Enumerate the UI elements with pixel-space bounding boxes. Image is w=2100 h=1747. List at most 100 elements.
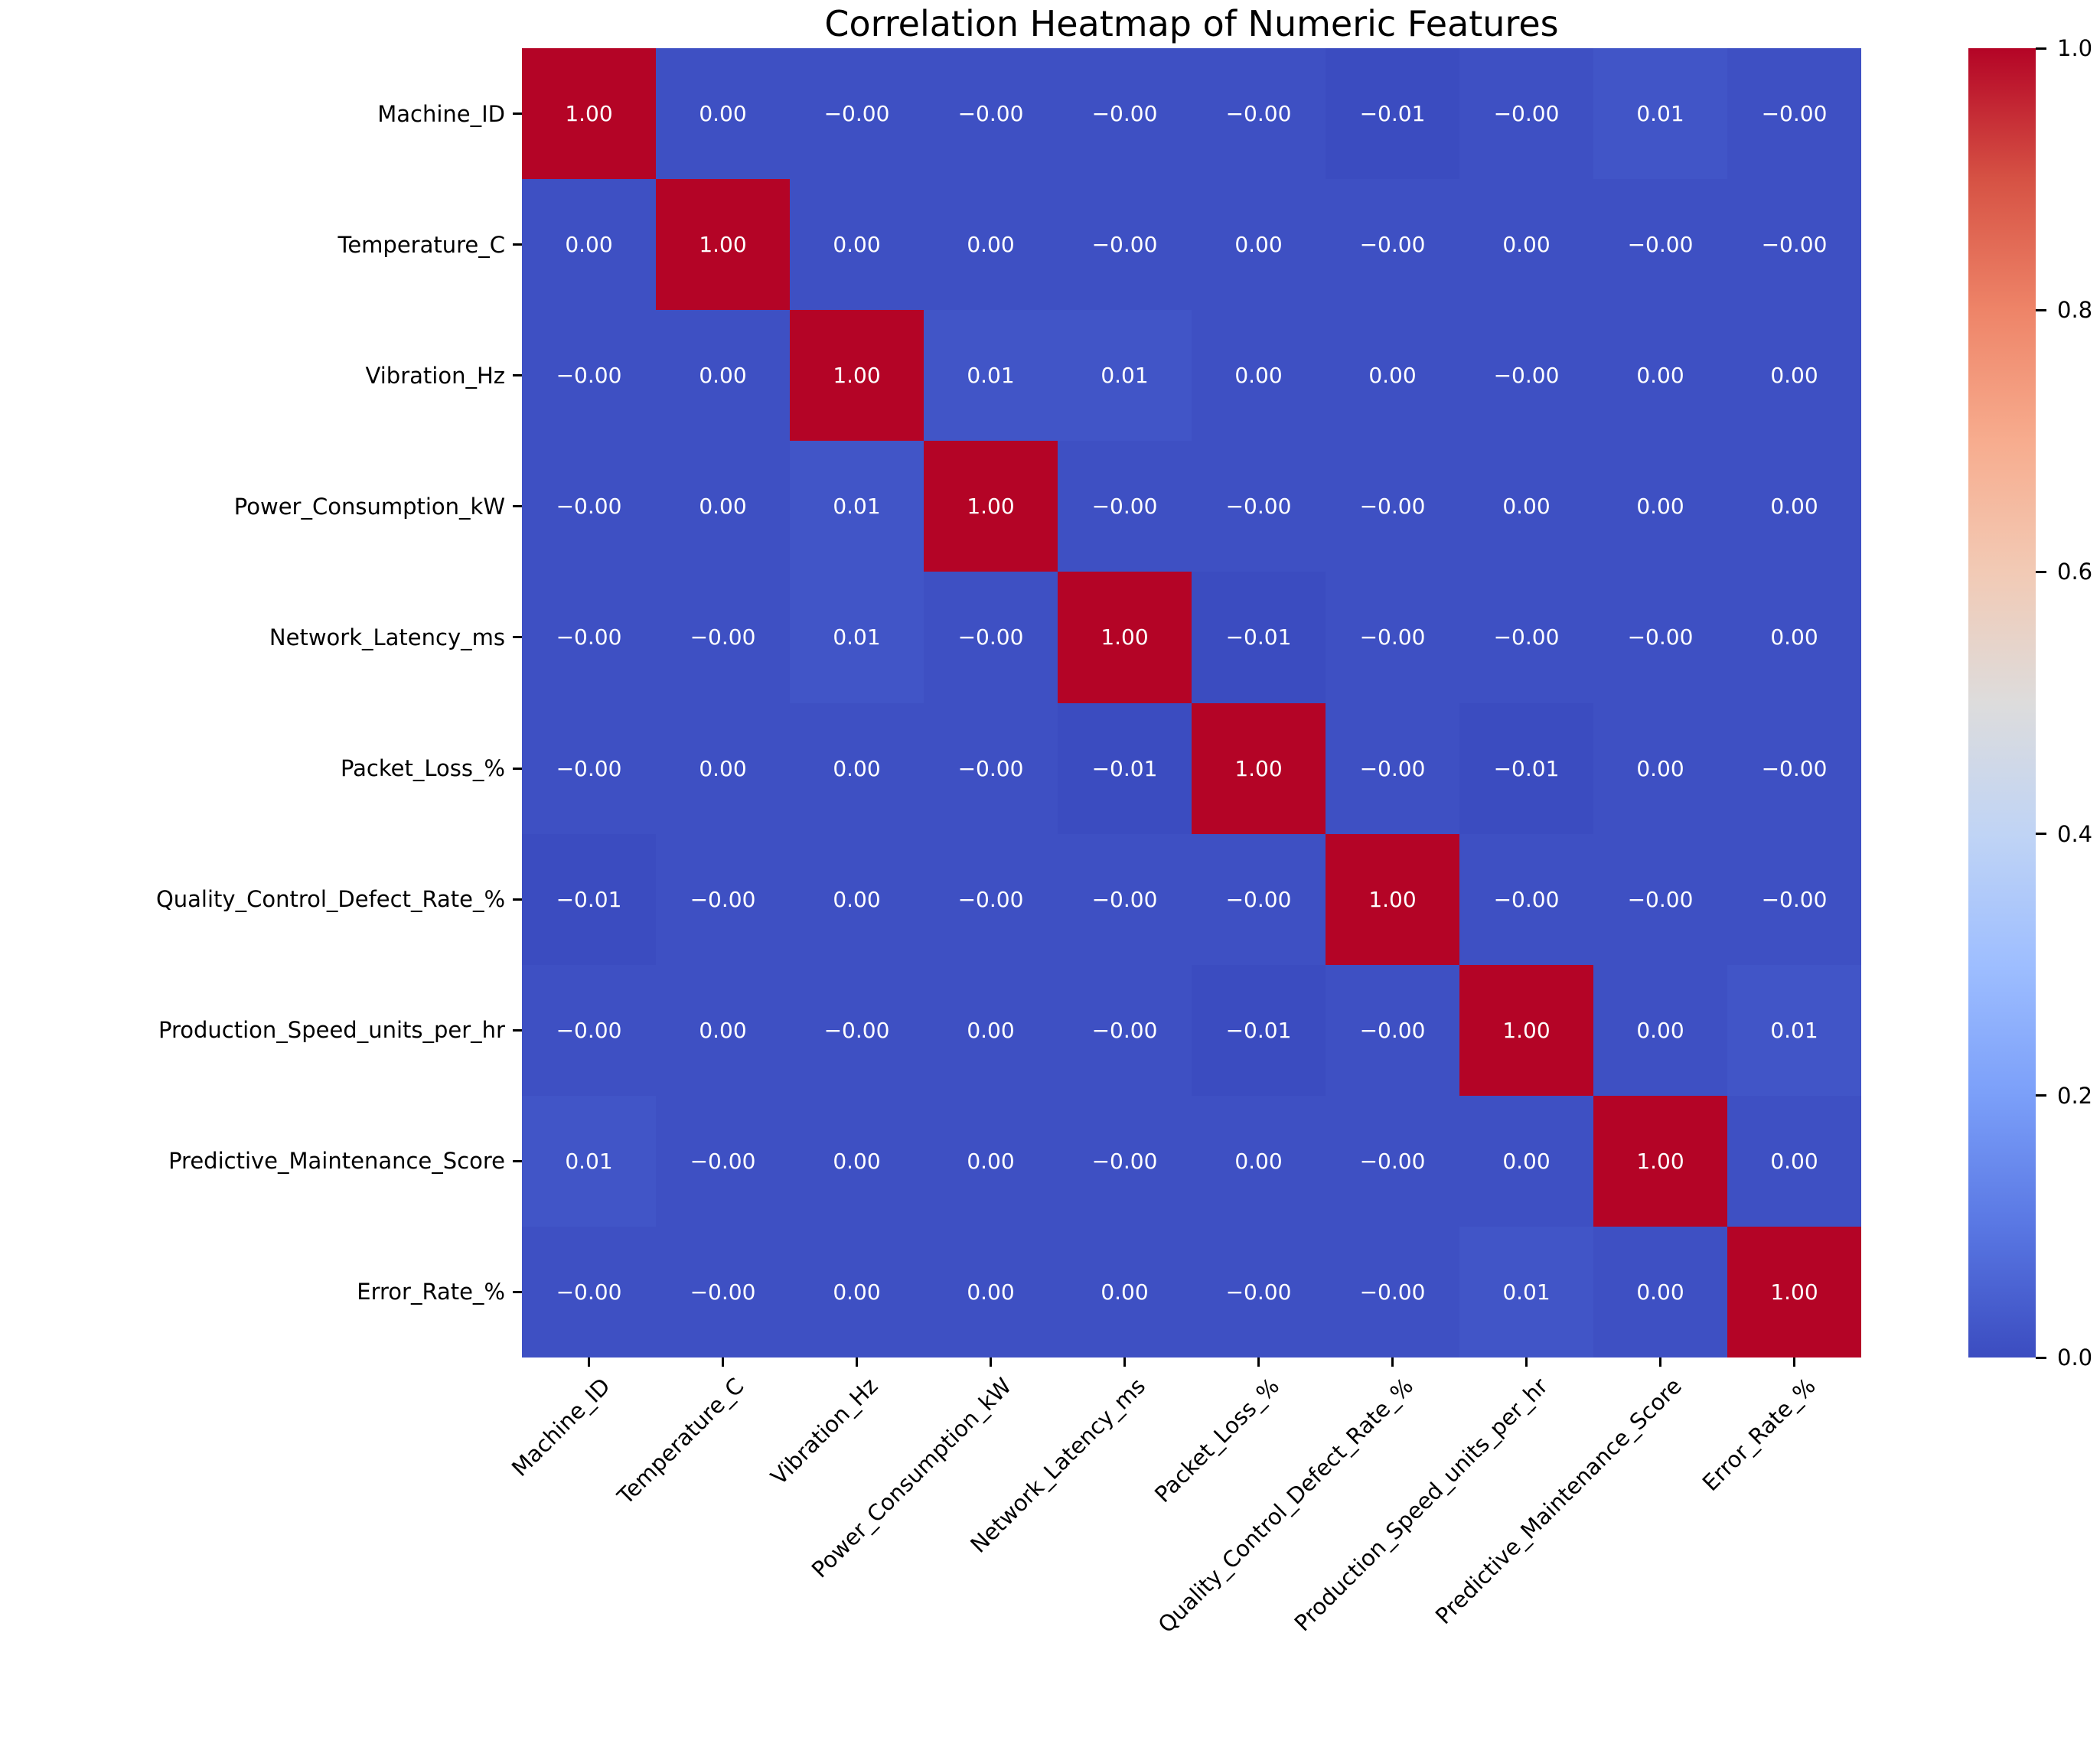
heatmap-cell: −0.00 bbox=[1727, 48, 1861, 180]
colorbar-tick-label: 0.4 bbox=[2057, 820, 2093, 847]
y-tick-mark bbox=[513, 374, 522, 377]
y-tick-mark bbox=[513, 505, 522, 508]
heatmap-cell: 0.00 bbox=[522, 179, 656, 311]
y-tick-label: Vibration_Hz bbox=[365, 362, 505, 389]
heatmap-cell: −0.00 bbox=[1326, 572, 1459, 703]
heatmap-cell: 0.00 bbox=[790, 1095, 924, 1227]
x-tick-mark bbox=[856, 1358, 858, 1367]
heatmap-cell: 1.00 bbox=[1192, 702, 1326, 834]
x-tick-mark bbox=[1793, 1358, 1795, 1367]
heatmap-cell: 1.00 bbox=[1326, 833, 1459, 965]
heatmap-cell: −0.00 bbox=[1459, 48, 1593, 180]
colorbar-tick-label: 0.8 bbox=[2057, 297, 2093, 324]
heatmap-cell: −0.00 bbox=[1326, 1226, 1459, 1358]
heatmap-cell: 0.00 bbox=[1192, 1095, 1326, 1227]
heatmap-cell: −0.00 bbox=[1058, 964, 1192, 1096]
heatmap-cell: −0.00 bbox=[1593, 572, 1727, 703]
y-tick-label: Error_Rate_% bbox=[357, 1279, 505, 1305]
heatmap-cell: 1.00 bbox=[924, 441, 1058, 572]
heatmap-cell: −0.00 bbox=[1326, 702, 1459, 834]
heatmap-cell: 0.00 bbox=[924, 964, 1058, 1096]
y-tick-mark bbox=[513, 1290, 522, 1293]
y-tick-mark bbox=[513, 767, 522, 770]
heatmap-cell: −0.00 bbox=[1727, 179, 1861, 311]
heatmap-cell: 0.00 bbox=[1058, 1226, 1192, 1358]
x-tick-label: Error_Rate_% bbox=[1697, 1373, 1821, 1497]
heatmap-cell: 0.00 bbox=[1192, 310, 1326, 442]
heatmap-cell: 0.00 bbox=[1192, 179, 1326, 311]
y-tick-mark bbox=[513, 1159, 522, 1162]
heatmap-cell: −0.00 bbox=[924, 48, 1058, 180]
heatmap-cell: 0.01 bbox=[1593, 48, 1727, 180]
heatmap-cell: −0.01 bbox=[1326, 48, 1459, 180]
heatmap-cell: −0.00 bbox=[522, 572, 656, 703]
heatmap-cell: −0.00 bbox=[1727, 833, 1861, 965]
heatmap-cell: −0.00 bbox=[1326, 441, 1459, 572]
y-tick-label: Power_Consumption_kW bbox=[233, 493, 505, 520]
colorbar-tick-label: 0.0 bbox=[2057, 1344, 2093, 1371]
x-tick-mark bbox=[990, 1358, 992, 1367]
heatmap-cell: −0.00 bbox=[1192, 833, 1326, 965]
heatmap-cell: 0.00 bbox=[1727, 1095, 1861, 1227]
heatmap-cell: 0.00 bbox=[1593, 310, 1727, 442]
heatmap-cell: 0.00 bbox=[924, 1095, 1058, 1227]
heatmap-cell: −0.00 bbox=[522, 1226, 656, 1358]
heatmap-cell: 0.00 bbox=[1593, 441, 1727, 572]
heatmap-cell: −0.00 bbox=[1459, 310, 1593, 442]
heatmap-cell: 0.01 bbox=[924, 310, 1058, 442]
heatmap-cell: −0.00 bbox=[1192, 48, 1326, 180]
heatmap-cell: −0.00 bbox=[924, 702, 1058, 834]
heatmap-cell: 0.00 bbox=[1326, 310, 1459, 442]
colorbar-tick-mark bbox=[2036, 47, 2046, 50]
heatmap-cell: 0.00 bbox=[790, 1226, 924, 1358]
heatmap-cell: 0.01 bbox=[790, 441, 924, 572]
colorbar-tick-mark bbox=[2036, 1094, 2046, 1097]
heatmap-cell: −0.00 bbox=[1727, 702, 1861, 834]
heatmap-cell: −0.00 bbox=[924, 572, 1058, 703]
heatmap-cell: −0.01 bbox=[1192, 964, 1326, 1096]
y-tick-label: Temperature_C bbox=[338, 231, 505, 258]
heatmap-cell: −0.01 bbox=[522, 833, 656, 965]
heatmap-cell: 0.00 bbox=[656, 310, 790, 442]
heatmap-cell: −0.00 bbox=[1058, 833, 1192, 965]
heatmap-cell: 0.00 bbox=[1593, 964, 1727, 1096]
heatmap-cell: −0.00 bbox=[656, 833, 790, 965]
x-tick-mark bbox=[1257, 1358, 1260, 1367]
colorbar-tick-mark bbox=[2036, 570, 2046, 573]
x-tick-label: Packet_Loss_% bbox=[1149, 1373, 1285, 1508]
x-tick-label: Production_Speed_units_per_hr bbox=[1289, 1373, 1553, 1637]
heatmap-matrix: 1.00 0.00 −0.00 −0.00 −0.00 −0.00 −0.01 −0.00 0.… bbox=[522, 48, 1861, 1358]
heatmap-cell: 0.00 bbox=[790, 833, 924, 965]
heatmap-cell: 1.00 bbox=[790, 310, 924, 442]
heatmap-cell: 1.00 bbox=[1593, 1095, 1727, 1227]
colorbar-tick-mark bbox=[2036, 308, 2046, 311]
heatmap-cell: −0.00 bbox=[522, 964, 656, 1096]
heatmap-cell: 0.00 bbox=[656, 48, 790, 180]
heatmap-cell: 0.00 bbox=[790, 179, 924, 311]
heatmap-cell: 1.00 bbox=[522, 48, 656, 180]
heatmap-cell: −0.01 bbox=[1192, 572, 1326, 703]
heatmap-cell: 0.01 bbox=[1459, 1226, 1593, 1358]
heatmap-cell: 0.00 bbox=[924, 1226, 1058, 1358]
heatmap-cell: −0.00 bbox=[1593, 179, 1727, 311]
heatmap-cell: −0.00 bbox=[790, 964, 924, 1096]
heatmap-cell: 1.00 bbox=[1058, 572, 1192, 703]
heatmap-cell: 0.00 bbox=[1727, 310, 1861, 442]
heatmap-cell: −0.00 bbox=[1058, 179, 1192, 311]
heatmap-cell: −0.00 bbox=[522, 702, 656, 834]
colorbar-tick-mark bbox=[2036, 1356, 2046, 1359]
heatmap-cell: −0.00 bbox=[1192, 441, 1326, 572]
colorbar-tick-label: 1.0 bbox=[2057, 35, 2093, 61]
x-tick-label: Predictive_Maintenance_Score bbox=[1430, 1373, 1687, 1630]
heatmap-cell: 1.00 bbox=[656, 179, 790, 311]
y-tick-label: Predictive_Maintenance_Score bbox=[168, 1148, 505, 1175]
x-tick-mark bbox=[1391, 1358, 1394, 1367]
y-tick-mark bbox=[513, 243, 522, 246]
x-tick-mark bbox=[588, 1358, 590, 1367]
heatmap-cell: −0.00 bbox=[1459, 572, 1593, 703]
colorbar-tick-label: 0.2 bbox=[2057, 1082, 2093, 1109]
heatmap-cell: 0.01 bbox=[790, 572, 924, 703]
y-tick-label: Packet_Loss_% bbox=[340, 755, 505, 782]
heatmap-cell: −0.00 bbox=[924, 833, 1058, 965]
